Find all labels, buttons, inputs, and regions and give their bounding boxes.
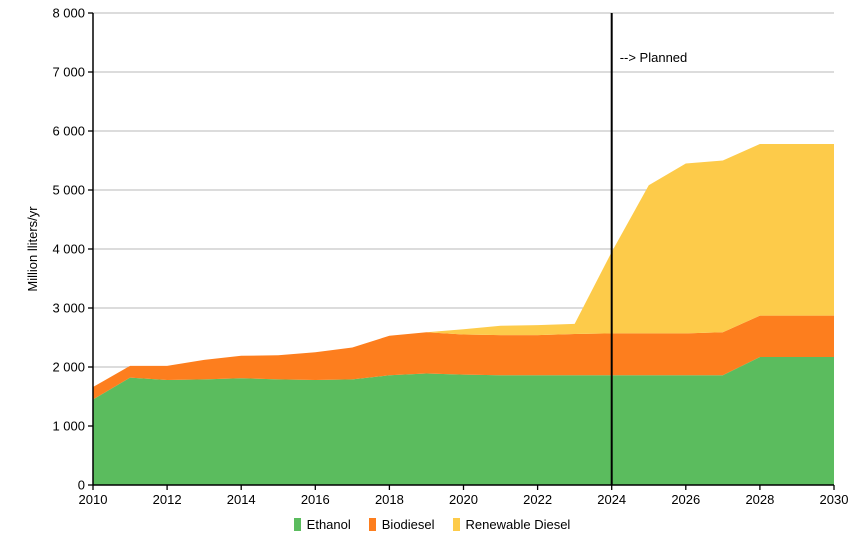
area-ethanol	[93, 356, 834, 485]
x-tick-label: 2024	[597, 492, 626, 507]
chart-legend: Ethanol Biodiesel Renewable Diesel	[0, 513, 864, 535]
x-tick-label: 2020	[449, 492, 478, 507]
y-tick-label: 1 000	[52, 419, 85, 434]
x-axis-ticks: 2010 2012 2014 2016 2018 2020 2022 2024 2026 2028…	[79, 485, 849, 507]
x-tick-label: 2026	[671, 492, 700, 507]
x-tick-label: 2018	[375, 492, 404, 507]
legend-label-biodiesel: Biodiesel	[381, 516, 435, 532]
renewable-diesel-swatch	[452, 517, 460, 531]
legend-label-renewable-diesel: Renewable Diesel	[465, 516, 571, 532]
x-tick-label: 2010	[79, 492, 108, 507]
y-axis-ticks: 0 1 000 2 000 3 000 4 000 5 000 6 000 7 000 8 00…	[52, 6, 93, 493]
stacked-areas	[93, 143, 834, 485]
x-tick-label: 2022	[523, 492, 552, 507]
ethanol-swatch	[293, 517, 301, 531]
y-tick-label: 7 000	[52, 65, 85, 80]
y-tick-label: 2 000	[52, 360, 85, 375]
x-tick-label: 2016	[301, 492, 330, 507]
area-biodiesel	[93, 315, 834, 400]
biodiesel-swatch	[368, 517, 376, 531]
x-tick-label: 2028	[745, 492, 774, 507]
legend-item-renewable-diesel: Renewable Diesel	[452, 516, 571, 532]
planned-annotation: --> Planned	[610, 13, 688, 485]
planned-label: --> Planned	[620, 50, 688, 65]
area-renewable-diesel	[93, 143, 834, 388]
legend-item-biodiesel: Biodiesel	[368, 516, 435, 532]
y-tick-label: 8 000	[52, 6, 85, 21]
y-axis-title: Million lliters/yr	[25, 206, 40, 292]
y-tick-label: 6 000	[52, 124, 85, 139]
y-tick-label: 5 000	[52, 183, 85, 198]
y-tick-label: 3 000	[52, 301, 85, 316]
x-tick-label: 2014	[227, 492, 256, 507]
y-tick-label: 0	[78, 478, 85, 493]
legend-label-ethanol: Ethanol	[306, 516, 351, 532]
legend-item-ethanol: Ethanol	[293, 516, 351, 532]
x-tick-label: 2030	[820, 492, 849, 507]
x-tick-label: 2012	[153, 492, 182, 507]
y-tick-label: 4 000	[52, 242, 85, 257]
